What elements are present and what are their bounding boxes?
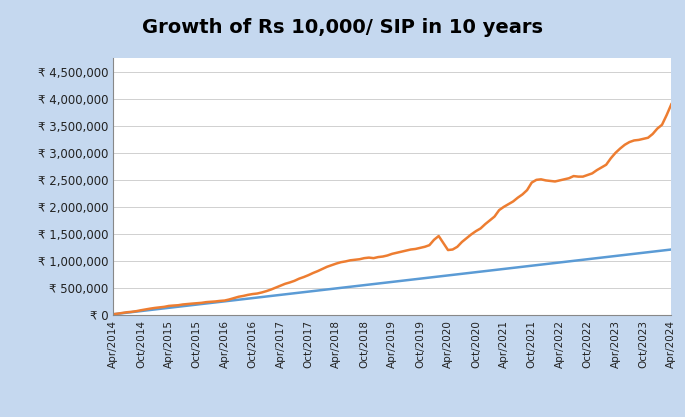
Text: Growth of Rs 10,000/ SIP in 10 years: Growth of Rs 10,000/ SIP in 10 years [142, 18, 543, 37]
Market Value [239, 294, 247, 299]
Cumulative Invested Amount [346, 284, 354, 289]
Line: Cumulative Invested Amount: Cumulative Invested Amount [113, 249, 671, 314]
Cumulative Invested Amount [486, 268, 494, 273]
Market Value [458, 239, 466, 244]
Market Value [630, 138, 638, 143]
Market Value [109, 312, 117, 317]
Cumulative Invested Amount [630, 251, 638, 256]
Market Value [346, 258, 354, 263]
Cumulative Invested Amount [165, 305, 173, 310]
Cumulative Invested Amount [109, 312, 117, 317]
Market Value [667, 102, 675, 107]
Market Value [165, 304, 173, 309]
Cumulative Invested Amount [667, 247, 675, 252]
Cumulative Invested Amount [458, 271, 466, 276]
Market Value [486, 218, 494, 223]
Cumulative Invested Amount [239, 296, 247, 301]
Line: Market Value: Market Value [113, 104, 671, 314]
